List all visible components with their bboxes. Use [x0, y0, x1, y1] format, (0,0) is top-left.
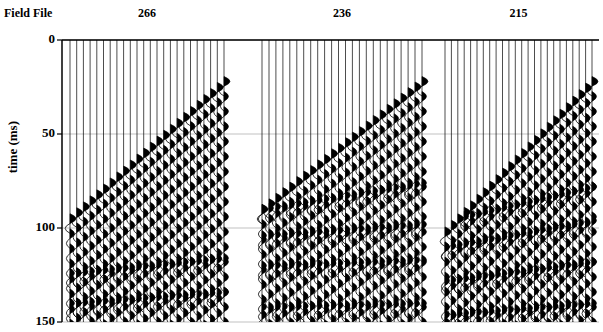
wiggle-peak	[262, 219, 427, 240]
tick-label: 150	[36, 313, 56, 328]
header: Field File	[4, 6, 53, 20]
wiggle-peak	[70, 317, 229, 322]
panel-label: 266	[138, 6, 156, 20]
wiggle-peak	[445, 257, 597, 286]
wiggle-peak	[262, 178, 427, 214]
grid-line	[62, 322, 599, 323]
wiggle-peak	[445, 298, 597, 319]
chart: Field File time (ms) 0 50 100 150 266 236 215	[0, 0, 603, 332]
y-axis	[61, 40, 63, 322]
wiggle-peak	[70, 287, 229, 308]
top-axis	[62, 39, 599, 41]
tick-label: 0	[49, 31, 56, 46]
panel-label: 215	[510, 6, 528, 20]
wiggle-peak	[262, 287, 427, 322]
wiggle-peak	[464, 182, 596, 221]
wiggle-peak	[262, 255, 427, 270]
wiggle-trough	[66, 312, 224, 322]
wiggle-peak	[70, 287, 229, 322]
panel-label: 236	[333, 6, 351, 20]
wiggle-trough	[66, 237, 224, 322]
y-label: time (ms)	[5, 121, 20, 173]
wiggle-peak	[445, 212, 597, 322]
wiggle-peak	[70, 137, 229, 284]
wiggle-peak	[70, 167, 229, 314]
grid-line	[62, 40, 599, 41]
plot-area	[65, 40, 598, 322]
tick-label: 50	[42, 125, 55, 140]
wiggle-trough	[258, 267, 422, 322]
wiggle-peak	[70, 253, 229, 278]
grid-line	[62, 134, 599, 135]
wiggle-peak	[445, 216, 597, 252]
wiggle-peak	[262, 298, 427, 312]
tick-label: 100	[36, 219, 56, 234]
wiggle-peak	[445, 287, 597, 322]
